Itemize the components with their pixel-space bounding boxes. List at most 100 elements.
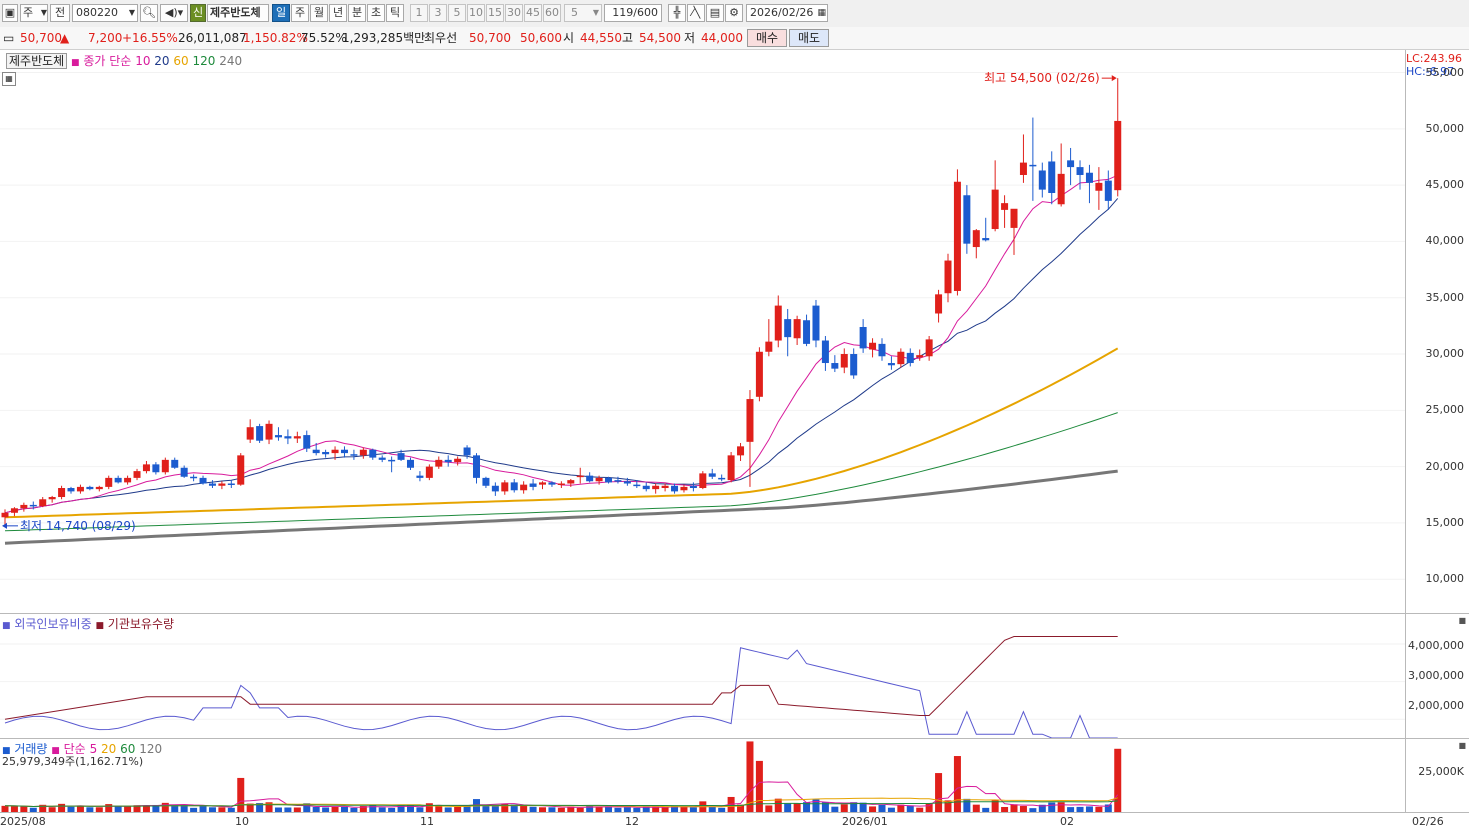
low-label: 저: [684, 31, 696, 45]
period-tab[interactable]: 년: [329, 4, 347, 22]
candle-body: [491, 485, 499, 492]
price-tick: 55,000: [1425, 65, 1465, 79]
x-axis-end-label: 02/26: [1412, 815, 1444, 828]
candle-body: [303, 435, 311, 449]
period-tab[interactable]: 분: [348, 4, 366, 22]
buy-button[interactable]: 매수: [747, 29, 787, 47]
minute-tab[interactable]: 1: [410, 4, 428, 22]
volume-bar: [397, 805, 405, 812]
price-y-axis: LC:243.96 HC:-6.97 55,000 50,000 45,000 40,…: [1405, 50, 1469, 614]
period-tab[interactable]: 틱: [386, 4, 404, 22]
volume-bar: [897, 804, 905, 812]
candle-body: [869, 342, 877, 350]
candle-body: [567, 480, 575, 484]
volume-bar: [623, 807, 631, 812]
candle-body: [256, 426, 264, 441]
ma240-line: [4, 469, 1118, 545]
candle-body: [906, 352, 914, 364]
minute-tab[interactable]: 3: [429, 4, 447, 22]
volume-bar: [265, 802, 273, 812]
ma240-legend: 240: [219, 54, 243, 68]
candle-body: [887, 363, 895, 366]
data-count-input[interactable]: 119/600: [604, 4, 662, 22]
candle-body: [803, 320, 811, 344]
date-input[interactable]: 2026/02/26 ▦: [746, 4, 828, 22]
minute-tab[interactable]: 5: [448, 4, 466, 22]
volume-bar: [887, 807, 895, 812]
candle-body: [812, 305, 820, 341]
open-label: 시: [563, 31, 575, 45]
volume-bar: [20, 806, 28, 812]
period-tab[interactable]: 주: [291, 4, 309, 22]
candle-body: [95, 486, 103, 490]
volume-bar: [190, 807, 198, 812]
candle-body: [737, 446, 745, 456]
gear-icon[interactable]: ⚙: [725, 4, 743, 22]
period-tab[interactable]: 일: [272, 4, 290, 22]
panel-close-icon[interactable]: ■: [1458, 616, 1466, 625]
minute-tab[interactable]: 45: [524, 4, 542, 22]
stock-tag: 제주반도체: [6, 53, 68, 69]
minute-tab[interactable]: 60: [543, 4, 561, 22]
stock-code-input[interactable]: 080220 ▼: [72, 4, 138, 22]
candle-body: [878, 343, 886, 357]
low-annotation: 최저 14,740 (08/29): [20, 519, 136, 533]
all-button[interactable]: 전: [50, 4, 70, 22]
candle-body: [274, 435, 282, 438]
price-chart[interactable]: 최고 54,500 (02/26) 최저 14,740 (08/29): [0, 50, 1405, 613]
volume-bar: [274, 807, 282, 812]
holdings-chart[interactable]: [0, 614, 1405, 738]
volume-bar: [1076, 806, 1084, 812]
volume-bar: [331, 806, 339, 812]
current-price: 50,700: [20, 31, 62, 45]
chart-type-icon[interactable]: ╬: [668, 4, 686, 22]
sell-button[interactable]: 매도: [789, 29, 829, 47]
volume-bar: [208, 807, 216, 812]
minute-tab[interactable]: 30: [505, 4, 523, 22]
candle-body: [831, 363, 839, 369]
candle-body: [548, 482, 556, 485]
holdings-legend: ■ 외국인보유비중 ■ 기관보유수량: [2, 615, 174, 632]
candle-body: [661, 485, 669, 489]
grid-toggle-icon[interactable]: ▦: [2, 72, 16, 86]
panel-close-icon[interactable]: ■: [1458, 741, 1466, 750]
period-tab[interactable]: 월: [310, 4, 328, 22]
speaker-icon[interactable]: ◀)▾: [160, 4, 188, 22]
price-tick: 40,000: [1425, 234, 1465, 248]
search-icon[interactable]: 🔍︎: [140, 4, 158, 22]
volume-bar: [95, 807, 103, 812]
volume-chart[interactable]: [0, 739, 1405, 812]
holdings-tick: 3,000,000: [1408, 669, 1464, 682]
candle-body: [1001, 203, 1009, 210]
candle-body: [718, 477, 726, 480]
date-value: 2026/02/26: [750, 6, 814, 19]
market-select[interactable]: 주 ▼: [20, 4, 48, 22]
candle-body: [29, 504, 37, 507]
draw-line-icon[interactable]: ⁄╲: [687, 4, 705, 22]
minute-tab[interactable]: 15: [486, 4, 504, 22]
ma60-line: [4, 347, 1119, 519]
candle-body: [1114, 120, 1122, 191]
volume-info: 25,979,349주(1,162.71%): [2, 755, 144, 768]
candle-body: [10, 508, 18, 513]
step-select[interactable]: 5 ▼: [564, 4, 602, 22]
volume-bar: [840, 804, 848, 812]
candle-body: [1067, 160, 1075, 168]
save-icon[interactable]: ▤: [706, 4, 724, 22]
volume-bar: [991, 800, 999, 812]
period-tab[interactable]: 초: [367, 4, 385, 22]
candle-body: [642, 485, 650, 490]
candle-body: [671, 485, 679, 492]
best-ask: 50,700: [469, 31, 511, 45]
minute-tab[interactable]: 10: [467, 4, 485, 22]
window-menu-icon[interactable]: ▣: [2, 4, 18, 22]
candle-body: [840, 354, 848, 368]
volume-bar: [284, 807, 292, 812]
low-price: 44,000: [701, 31, 743, 45]
candle-body: [1085, 172, 1093, 183]
up-arrow-icon: ▲: [60, 31, 70, 45]
candle-body: [699, 473, 707, 489]
candle-body: [784, 319, 792, 338]
candle-body: [227, 483, 235, 486]
price-change: 7,200: [88, 31, 123, 45]
